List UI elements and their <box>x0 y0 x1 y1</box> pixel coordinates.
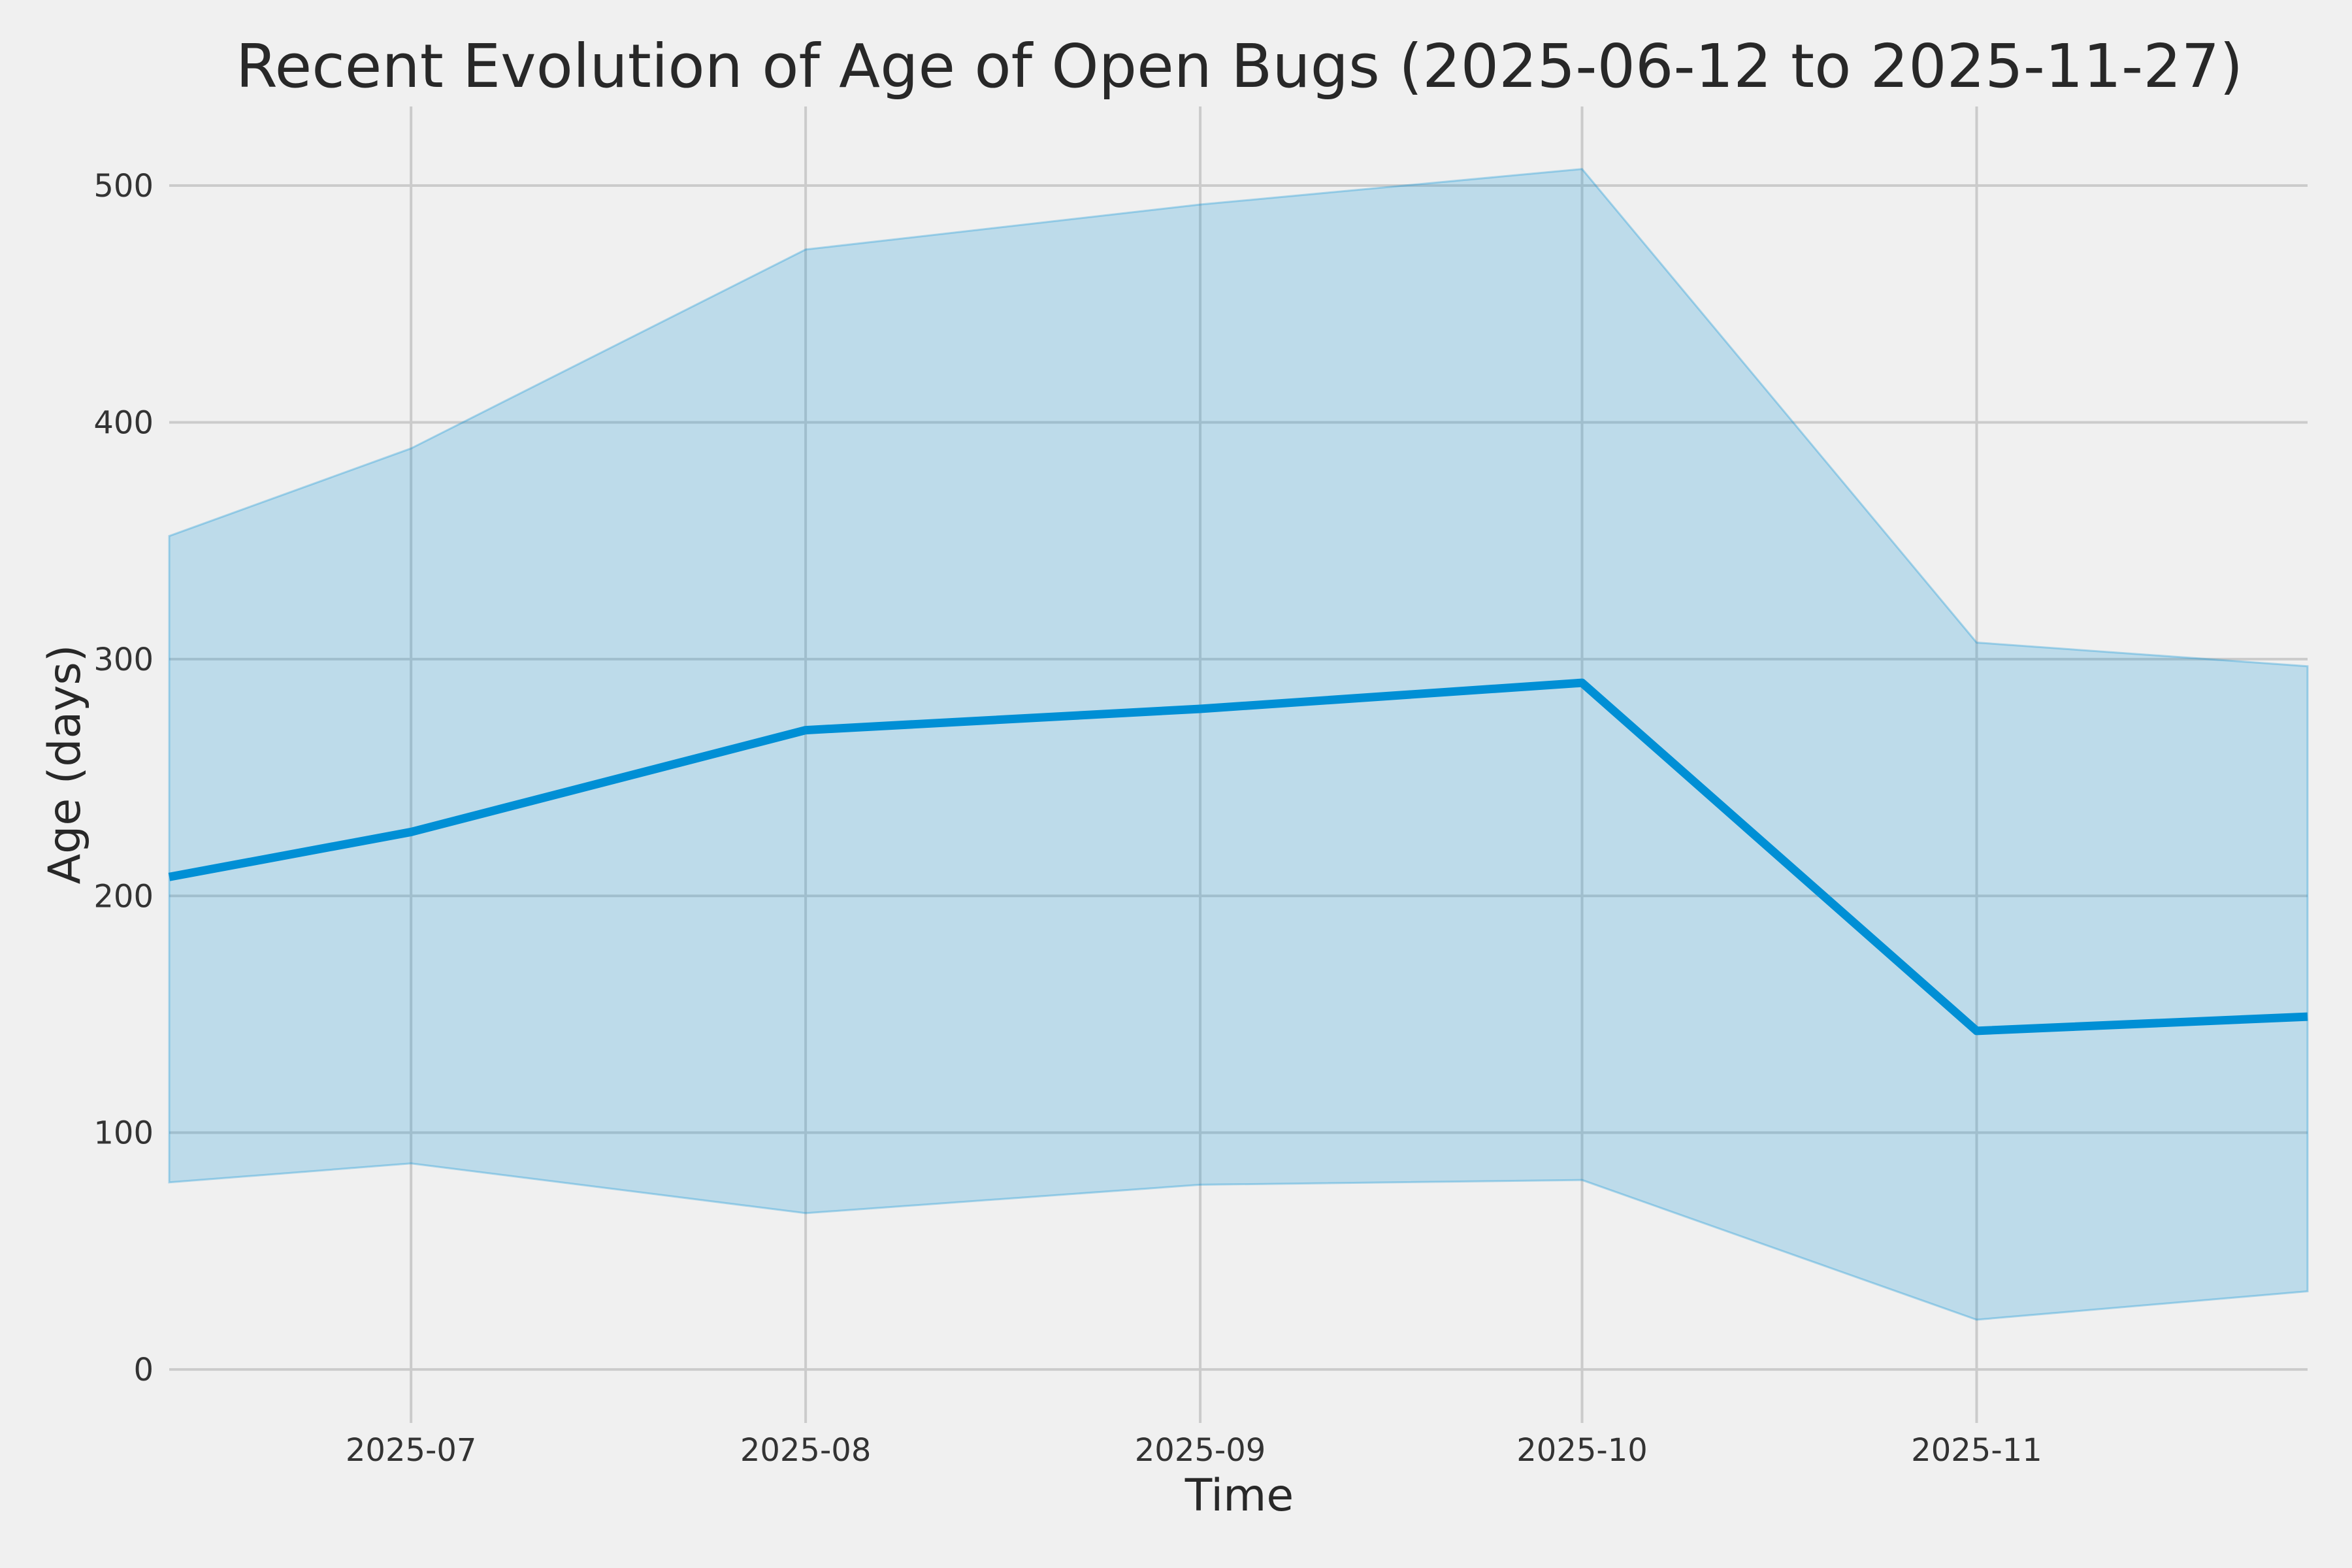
x-tick-label: 2025-10 <box>1516 1432 1648 1469</box>
y-axis-label: Age (days) <box>39 645 91 885</box>
y-tick-label: 100 <box>93 1115 154 1152</box>
y-tick-label: 0 <box>133 1352 154 1388</box>
y-tick-label: 400 <box>93 404 154 441</box>
mean-age-line <box>168 678 2308 1036</box>
x-axis-label: Time <box>1184 1470 1294 1522</box>
y-tick-label: 200 <box>93 878 154 915</box>
x-tick-label: 2025-08 <box>740 1432 872 1469</box>
x-tick-label: 2025-07 <box>346 1432 477 1469</box>
x-tick-label: 2025-09 <box>1135 1432 1266 1469</box>
uncertainty-band <box>168 168 2309 1321</box>
y-tick-label: 500 <box>93 168 154 204</box>
y-tick-label: 300 <box>93 642 154 678</box>
x-tick-label: 2025-11 <box>1911 1432 2042 1469</box>
chart-labels: Recent Evolution of Age of Open Bugs (20… <box>39 31 2243 1522</box>
chart-title: Recent Evolution of Age of Open Bugs (20… <box>236 31 2243 101</box>
